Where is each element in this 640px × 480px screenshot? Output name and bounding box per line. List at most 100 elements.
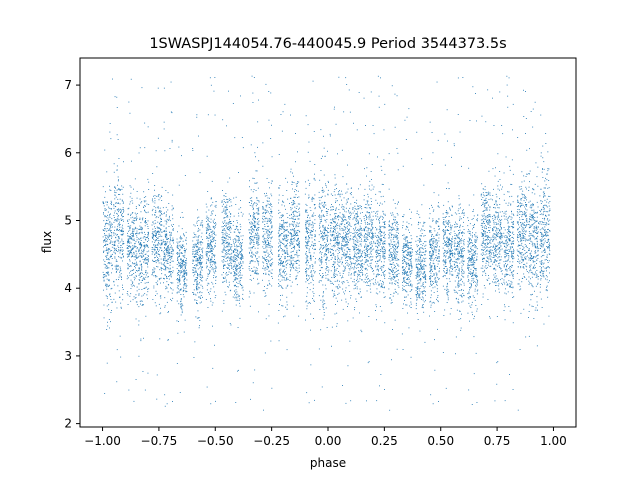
data-point [262, 261, 264, 263]
data-point [201, 275, 203, 277]
data-point [199, 242, 201, 244]
data-point [106, 268, 108, 269]
data-point [155, 252, 157, 254]
data-point [306, 228, 307, 230]
data-point [341, 263, 343, 265]
data-point [153, 261, 155, 262]
data-point [192, 246, 194, 248]
data-point [210, 214, 212, 216]
data-point [284, 250, 286, 251]
data-point [165, 215, 167, 217]
data-point [286, 244, 287, 246]
data-point [330, 240, 332, 242]
data-point [192, 253, 194, 255]
data-point [153, 287, 155, 289]
data-point [334, 261, 336, 263]
data-point [299, 203, 301, 205]
data-point [239, 232, 240, 234]
data-point [208, 260, 210, 262]
data-point [106, 305, 108, 307]
data-point [335, 229, 336, 231]
data-point [358, 256, 360, 258]
data-point [226, 245, 227, 247]
data-point [197, 277, 198, 279]
data-point [238, 212, 239, 214]
data-point [345, 290, 346, 292]
data-point [151, 224, 153, 226]
data-point [156, 251, 157, 253]
data-point [356, 245, 357, 247]
data-point [178, 245, 180, 247]
data-point [145, 272, 146, 273]
data-point [240, 229, 241, 230]
data-point [347, 256, 349, 257]
data-point [315, 230, 316, 232]
data-point [321, 267, 323, 269]
data-point [123, 211, 124, 213]
data-point [235, 240, 237, 242]
data-point [225, 237, 227, 239]
data-point [321, 261, 323, 263]
data-point [180, 307, 182, 309]
data-point [120, 212, 121, 214]
data-point [199, 262, 200, 264]
data-point [129, 237, 131, 239]
data-point [290, 256, 292, 258]
data-point [240, 266, 241, 268]
data-point [106, 272, 107, 273]
data-point [136, 270, 138, 272]
data-point [115, 266, 117, 268]
data-point [320, 275, 321, 276]
data-point [103, 277, 105, 279]
data-point [312, 215, 314, 217]
data-point [196, 250, 198, 252]
data-point [163, 128, 165, 130]
data-point [292, 235, 294, 237]
data-point [230, 272, 232, 274]
data-point [178, 241, 180, 243]
data-point [181, 261, 183, 263]
data-point [343, 255, 345, 257]
data-point [116, 229, 118, 231]
data-point [108, 248, 109, 250]
data-point [329, 133, 331, 135]
data-point [165, 285, 167, 287]
data-point [307, 221, 309, 222]
data-point [242, 261, 244, 263]
data-point [257, 273, 259, 275]
data-point [179, 288, 181, 290]
data-point [196, 302, 197, 303]
data-point [279, 212, 281, 213]
data-point [223, 229, 225, 231]
data-point [266, 211, 268, 213]
data-point [349, 218, 351, 220]
data-point [233, 257, 235, 259]
data-point [180, 259, 181, 261]
data-point [163, 87, 165, 89]
data-point [223, 228, 225, 229]
data-point [327, 211, 329, 213]
data-point [307, 260, 309, 262]
data-point [228, 200, 230, 201]
data-point [284, 315, 286, 317]
data-point [233, 250, 234, 252]
data-point [353, 228, 354, 230]
data-point [161, 268, 163, 269]
data-point [234, 294, 235, 296]
data-point [291, 236, 293, 237]
data-point [344, 219, 346, 221]
data-point [209, 251, 211, 253]
data-point [256, 223, 258, 225]
data-point [193, 292, 194, 294]
data-point [231, 265, 233, 267]
data-point [350, 266, 352, 268]
data-point [319, 179, 321, 181]
data-point [347, 281, 349, 283]
data-point [115, 264, 117, 266]
data-point [197, 260, 199, 261]
data-point [168, 247, 170, 249]
data-point [252, 215, 254, 217]
data-point [225, 211, 227, 213]
data-point [309, 232, 311, 233]
data-point [127, 240, 129, 241]
